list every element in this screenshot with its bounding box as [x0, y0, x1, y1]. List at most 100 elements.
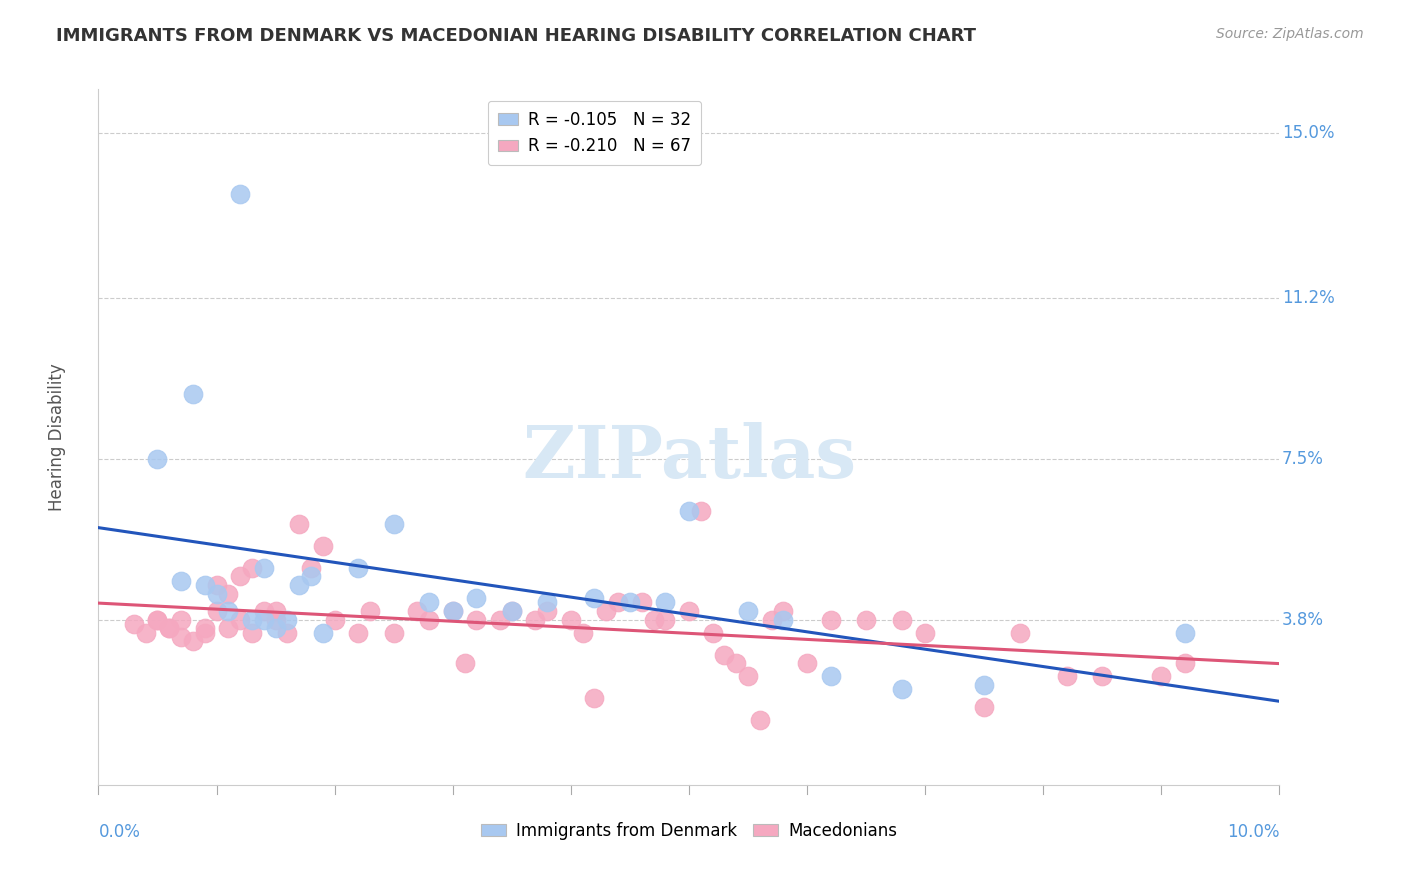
Point — [217, 621, 239, 635]
Point — [820, 669, 842, 683]
Point — [725, 657, 748, 671]
Text: 15.0%: 15.0% — [1282, 124, 1334, 142]
Point — [890, 682, 912, 697]
Point — [382, 625, 405, 640]
Point — [737, 669, 759, 683]
Point — [382, 516, 405, 531]
Point — [253, 604, 276, 618]
Point — [973, 699, 995, 714]
Text: 0.0%: 0.0% — [98, 823, 141, 841]
Point — [737, 604, 759, 618]
Point — [418, 613, 440, 627]
Point — [465, 591, 488, 605]
Point — [453, 657, 475, 671]
Point — [299, 560, 322, 574]
Point — [253, 613, 276, 627]
Point — [229, 613, 252, 627]
Point — [146, 613, 169, 627]
Point — [441, 604, 464, 618]
Point — [571, 625, 593, 640]
Point — [772, 604, 794, 618]
Point — [240, 560, 263, 574]
Point — [1150, 669, 1173, 683]
Point — [406, 604, 429, 618]
Point — [973, 678, 995, 692]
Point — [643, 613, 665, 627]
Point — [772, 613, 794, 627]
Point — [748, 713, 770, 727]
Point — [890, 613, 912, 627]
Point — [1056, 669, 1078, 683]
Point — [312, 625, 335, 640]
Point — [855, 613, 877, 627]
Point — [654, 613, 676, 627]
Point — [820, 613, 842, 627]
Point — [761, 613, 783, 627]
Legend: Immigrants from Denmark, Macedonians: Immigrants from Denmark, Macedonians — [474, 815, 904, 847]
Point — [489, 613, 512, 627]
Text: 3.8%: 3.8% — [1282, 611, 1324, 629]
Point — [654, 595, 676, 609]
Text: 7.5%: 7.5% — [1282, 450, 1323, 467]
Point — [418, 595, 440, 609]
Point — [524, 613, 547, 627]
Point — [583, 690, 606, 705]
Point — [702, 625, 724, 640]
Point — [253, 560, 276, 574]
Point — [630, 595, 652, 609]
Point — [181, 386, 204, 401]
Point — [240, 613, 263, 627]
Point — [264, 613, 287, 627]
Point — [796, 657, 818, 671]
Point — [157, 621, 180, 635]
Point — [607, 595, 630, 609]
Point — [1091, 669, 1114, 683]
Point — [217, 587, 239, 601]
Point — [678, 604, 700, 618]
Text: ZIPatlas: ZIPatlas — [522, 423, 856, 493]
Point — [264, 621, 287, 635]
Point — [560, 613, 582, 627]
Point — [713, 648, 735, 662]
Text: 10.0%: 10.0% — [1227, 823, 1279, 841]
Point — [465, 613, 488, 627]
Point — [619, 595, 641, 609]
Point — [205, 604, 228, 618]
Point — [194, 621, 217, 635]
Text: IMMIGRANTS FROM DENMARK VS MACEDONIAN HEARING DISABILITY CORRELATION CHART: IMMIGRANTS FROM DENMARK VS MACEDONIAN HE… — [56, 27, 976, 45]
Point — [595, 604, 617, 618]
Point — [323, 613, 346, 627]
Point — [157, 621, 180, 635]
Point — [288, 578, 311, 592]
Point — [441, 604, 464, 618]
Point — [194, 578, 217, 592]
Point — [240, 625, 263, 640]
Point — [217, 604, 239, 618]
Point — [288, 516, 311, 531]
Point — [1008, 625, 1031, 640]
Point — [264, 604, 287, 618]
Point — [359, 604, 381, 618]
Point — [205, 587, 228, 601]
Point — [312, 539, 335, 553]
Point — [276, 625, 298, 640]
Text: Hearing Disability: Hearing Disability — [48, 363, 66, 511]
Point — [689, 504, 711, 518]
Point — [536, 595, 558, 609]
Point — [299, 569, 322, 583]
Point — [146, 613, 169, 627]
Point — [205, 578, 228, 592]
Point — [276, 613, 298, 627]
Point — [229, 186, 252, 201]
Point — [678, 504, 700, 518]
Point — [501, 604, 523, 618]
Point — [1174, 657, 1197, 671]
Point — [170, 613, 193, 627]
Point — [536, 604, 558, 618]
Point — [347, 625, 370, 640]
Point — [914, 625, 936, 640]
Point — [194, 625, 217, 640]
Point — [229, 569, 252, 583]
Point — [347, 560, 370, 574]
Text: 11.2%: 11.2% — [1282, 289, 1334, 307]
